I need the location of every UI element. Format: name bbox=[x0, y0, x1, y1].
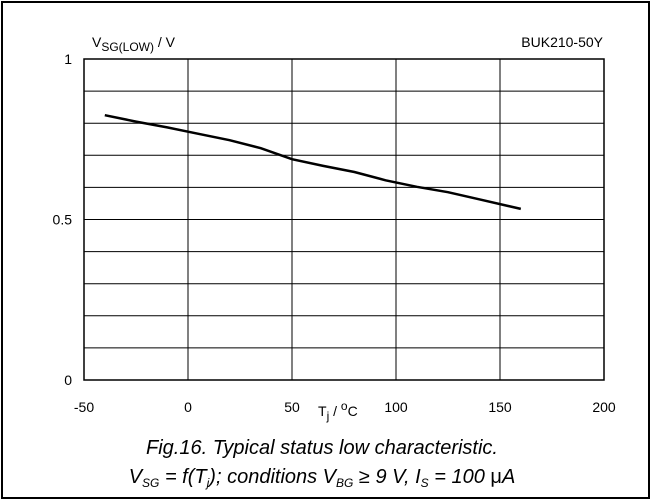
x-tick-label: 150 bbox=[488, 399, 512, 415]
y-tick-label: 0 bbox=[64, 372, 72, 388]
grid bbox=[83, 58, 605, 381]
x-tick-label: 100 bbox=[384, 399, 408, 415]
y-tick-labels: 00.51 bbox=[53, 51, 73, 388]
x-tick-label: 0 bbox=[184, 399, 192, 415]
x-tick-label: 200 bbox=[592, 399, 616, 415]
series-line bbox=[104, 113, 522, 211]
caption-conditions: VSG = f(Tj); conditions VBG ≥ 9 V, IS = … bbox=[129, 466, 516, 490]
y-axis-label: VSG(LOW) / V bbox=[92, 34, 176, 54]
x-tick-label: -50 bbox=[74, 399, 94, 415]
part-number: BUK210-50Y bbox=[521, 34, 603, 50]
x-tick-labels: -50 0 50 100 150 200 bbox=[74, 399, 616, 415]
y-tick-label: 1 bbox=[64, 51, 72, 67]
y-tick-label: 0.5 bbox=[53, 212, 73, 228]
plot-area bbox=[83, 58, 605, 381]
x-tick-label: 50 bbox=[284, 399, 300, 415]
caption-title: Fig.16. Typical status low characteristi… bbox=[146, 437, 498, 459]
x-axis-label: Tj / oC bbox=[318, 399, 358, 423]
